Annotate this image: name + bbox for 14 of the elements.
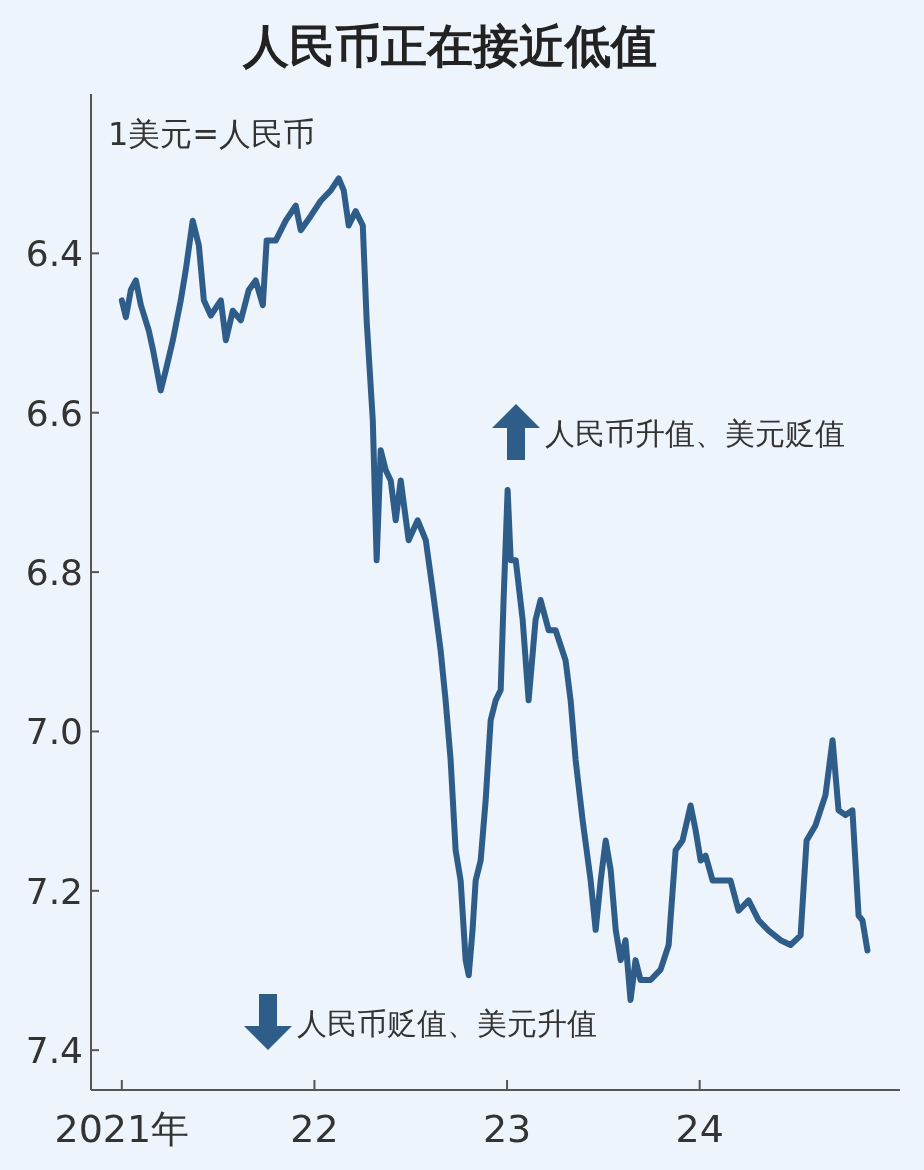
y-tick-label: 7.2 [25, 870, 83, 912]
y-axis-title: 1美元=人民币 [108, 115, 316, 153]
x-tick-label: 24 [675, 1107, 724, 1151]
annotation: 人民币升值、美元贬值 [545, 416, 845, 451]
x-tick-label: 22 [290, 1107, 339, 1151]
y-tick-label: 6.6 [25, 392, 83, 434]
y-tick-label: 6.8 [25, 552, 83, 594]
y-tick-label: 6.4 [25, 233, 83, 275]
annotation: 人民币贬值、美元升值 [297, 1006, 597, 1041]
y-tick-label: 7.0 [25, 711, 83, 753]
y-tick-label: 7.4 [25, 1030, 83, 1072]
x-tick-label: 2021年 [54, 1107, 190, 1151]
chart-title: 人民币正在接近低值 [242, 19, 657, 73]
x-tick-label: 23 [482, 1107, 532, 1151]
